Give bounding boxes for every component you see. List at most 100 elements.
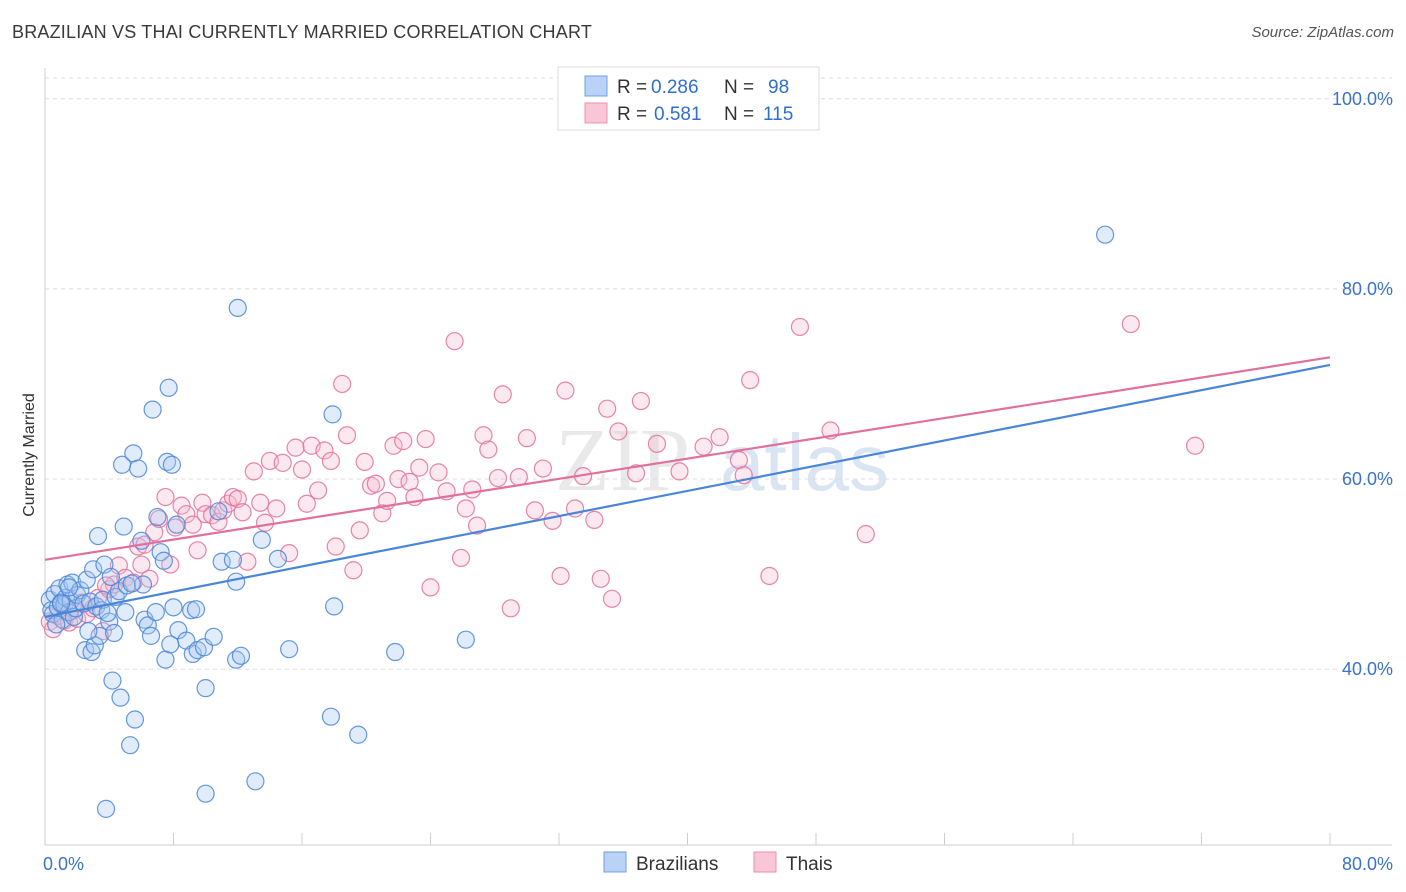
data-point-brazilians bbox=[321, 707, 341, 726]
data-point-thais bbox=[509, 468, 528, 487]
data-point-brazilians bbox=[88, 526, 108, 546]
axes bbox=[44, 68, 1392, 846]
y-tick-label: 100.0% bbox=[1332, 89, 1393, 109]
data-point-brazilians bbox=[186, 600, 206, 619]
data-point-thais bbox=[493, 385, 512, 404]
data-point-thais bbox=[856, 525, 875, 544]
data-point-brazilians bbox=[79, 622, 98, 641]
data-point-brazilians bbox=[59, 578, 79, 597]
data-point-thais bbox=[456, 499, 475, 518]
data-point-brazilians bbox=[196, 679, 215, 698]
data-point-brazilians bbox=[204, 627, 223, 646]
data-point-brazilians bbox=[104, 623, 124, 643]
data-point-brazilians bbox=[141, 626, 161, 645]
data-point-brazilians bbox=[77, 570, 96, 589]
trend-line-thais bbox=[44, 356, 1331, 561]
data-point-thais bbox=[384, 436, 403, 455]
data-point-thais bbox=[333, 374, 352, 394]
trend-line-brazilians bbox=[44, 363, 1331, 618]
data-point-brazilians bbox=[121, 736, 140, 755]
x-tick-label: 0.0% bbox=[43, 854, 84, 874]
data-point-thais bbox=[321, 451, 341, 471]
y-tick-label: 40.0% bbox=[1342, 659, 1393, 679]
y-tick-label: 60.0% bbox=[1342, 469, 1393, 489]
data-point-brazilians bbox=[114, 517, 133, 536]
data-point-thais bbox=[273, 453, 292, 472]
data-point-brazilians bbox=[325, 597, 344, 616]
chart-title: BRAZILIAN VS THAI CURRENTLY MARRIED CORR… bbox=[12, 22, 593, 42]
data-point-thais bbox=[297, 494, 316, 513]
data-point-thais bbox=[429, 463, 448, 482]
data-point-thais bbox=[501, 599, 520, 618]
data-point-brazilians bbox=[323, 405, 342, 424]
data-point-brazilians bbox=[154, 551, 173, 570]
data-point-thais bbox=[344, 561, 363, 580]
data-point-brazilians bbox=[101, 567, 120, 587]
data-point-thais bbox=[479, 440, 498, 459]
data-point-thais bbox=[556, 381, 575, 400]
legend-swatch-brazilians bbox=[584, 75, 608, 97]
data-point-thais bbox=[626, 464, 646, 483]
data-point-thais bbox=[729, 450, 749, 470]
x-tick-labels: 0.0% 80.0% bbox=[43, 854, 1393, 874]
legend-n-value-0: 98 bbox=[768, 77, 789, 98]
data-point-brazilians bbox=[228, 298, 247, 318]
data-point-brazilians bbox=[268, 549, 288, 568]
data-point-brazilians bbox=[157, 452, 177, 472]
data-point-brazilians bbox=[246, 772, 265, 791]
bottom-legend-swatch-thais bbox=[753, 851, 777, 873]
watermark: ZIP atlas bbox=[555, 411, 889, 510]
data-point-thais bbox=[132, 555, 151, 574]
data-point-brazilians bbox=[103, 671, 122, 690]
data-point-brazilians bbox=[159, 378, 178, 397]
bottom-legend-label-brazilians: Brazilians bbox=[636, 854, 718, 875]
data-point-thais bbox=[585, 510, 604, 529]
data-point-brazilians bbox=[386, 642, 405, 662]
data-point-brazilians bbox=[143, 400, 162, 419]
legend-r-value-1: 0.581 bbox=[654, 104, 702, 125]
data-point-thais bbox=[602, 589, 622, 608]
legend-n-label-0: N = bbox=[724, 77, 754, 98]
data-point-brazilians bbox=[162, 455, 181, 474]
data-point-brazilians bbox=[156, 650, 175, 669]
source-label: Source: ZipAtlas.com bbox=[1251, 24, 1394, 41]
y-tick-labels: 40.0% 60.0% 80.0% 100.0% bbox=[1332, 89, 1393, 679]
data-point-thais bbox=[467, 516, 487, 535]
watermark-zip: ZIP bbox=[555, 411, 690, 510]
data-point-thais bbox=[421, 578, 440, 597]
data-point-brazilians bbox=[98, 603, 117, 623]
data-point-thais bbox=[350, 521, 369, 540]
data-point-thais bbox=[308, 481, 328, 500]
data-point-brazilians bbox=[122, 574, 141, 593]
data-point-brazilians bbox=[231, 646, 251, 665]
data-point-brazilians bbox=[84, 560, 103, 579]
data-point-thais bbox=[1121, 314, 1140, 334]
data-point-brazilians bbox=[76, 641, 95, 660]
data-point-brazilians bbox=[209, 502, 228, 521]
data-point-thais bbox=[533, 459, 553, 478]
data-point-thais bbox=[366, 474, 385, 493]
legend-swatch-thais bbox=[584, 102, 608, 124]
trend-lines bbox=[44, 356, 1331, 618]
data-point-brazilians bbox=[196, 784, 215, 803]
data-point-brazilians bbox=[349, 725, 368, 744]
data-point-brazilians bbox=[132, 531, 151, 550]
data-point-thais bbox=[238, 552, 257, 571]
data-point-thais bbox=[710, 428, 729, 447]
data-points bbox=[40, 225, 1205, 818]
data-point-brazilians bbox=[129, 459, 148, 478]
data-point-brazilians bbox=[164, 598, 183, 617]
data-point-brazilians bbox=[227, 572, 246, 591]
data-point-thais bbox=[517, 429, 536, 448]
data-point-brazilians bbox=[167, 515, 186, 534]
data-point-thais bbox=[591, 569, 610, 588]
x-tick-label: 80.0% bbox=[1342, 854, 1393, 874]
data-point-thais bbox=[315, 441, 334, 460]
data-point-thais bbox=[451, 548, 471, 568]
data-point-thais bbox=[647, 434, 667, 453]
data-point-brazilians bbox=[280, 640, 299, 659]
data-point-thais bbox=[790, 317, 810, 337]
data-point-brazilians bbox=[252, 530, 271, 549]
data-point-brazilians bbox=[96, 799, 116, 818]
data-point-thais bbox=[551, 566, 570, 586]
